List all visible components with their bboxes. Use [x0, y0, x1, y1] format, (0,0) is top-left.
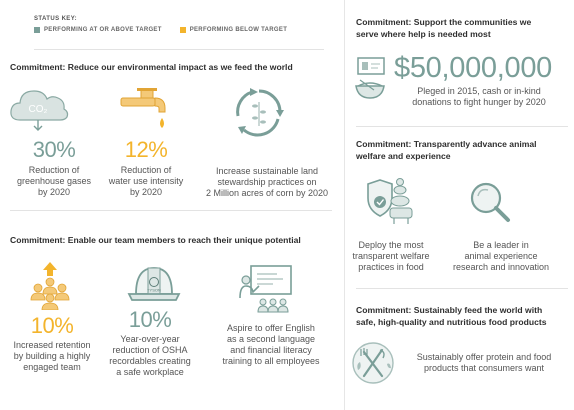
team-desc-3: Aspire to offer English as a second lang… [222, 323, 320, 366]
animals-shield-icon [354, 174, 418, 228]
environment-heading: Commitment: Reduce our environmental imp… [10, 62, 293, 72]
fork-knife-icon [350, 340, 396, 386]
on-target-swatch [34, 27, 40, 33]
environment-desc-3: Increase sustainable land stewardship pr… [205, 166, 329, 198]
team-desc-2: Year-over-year reduction of OSHA recorda… [109, 334, 191, 377]
hard-hat-text: TYSON [147, 288, 161, 293]
status-key-title: STATUS KEY: [34, 16, 78, 22]
divider [34, 49, 324, 50]
status-key: STATUS KEY: PERFORMING AT OR ABOVE TARGE… [34, 16, 287, 33]
environment-value-1: 30% [32, 137, 76, 162]
communities-desc: Pleged in 2015, cash or in-kind donation… [412, 86, 546, 107]
cloud-co2-icon: CO₂ [8, 82, 70, 134]
communities-heading: Commitment: Support the communities we s… [356, 17, 532, 39]
team-value-1: 10% [30, 313, 74, 338]
communities-amount: $50,000,000 [394, 52, 552, 84]
animal-welfare-heading: Commitment: Transparently advance animal… [356, 139, 537, 161]
status-key-below-target: PERFORMING BELOW TARGET [179, 27, 287, 33]
cloud-co2-text: CO₂ [29, 104, 48, 115]
team-value-2: 10% [128, 307, 172, 332]
status-key-on-target: PERFORMING AT OR ABOVE TARGET [34, 27, 162, 33]
below-target-swatch [179, 27, 186, 33]
environment-desc-2: Reduction of water use intensity by 2020 [108, 165, 184, 197]
environment-value-2: 12% [124, 137, 168, 162]
environment-desc-1: Reduction of greenhouse gases by 2020 [16, 165, 92, 197]
divider [356, 126, 568, 127]
animal-welfare-desc-2: Be a leader in animal experience researc… [452, 240, 550, 272]
people-arrow-icon [26, 260, 74, 310]
food-heading: Commitment: Sustainably feed the world w… [356, 305, 547, 327]
teacher-icon [237, 264, 297, 314]
animal-welfare-desc-1: Deploy the most transparent welfare prac… [352, 240, 430, 272]
team-heading: Commitment: Enable our team members to r… [10, 235, 301, 245]
divider [356, 288, 568, 289]
magnifier-icon [466, 178, 514, 226]
divider [10, 210, 332, 211]
donation-icon [352, 56, 388, 104]
hard-hat-icon: TYSON [126, 262, 182, 306]
food-desc: Sustainably offer protein and food produ… [416, 352, 552, 373]
faucet-icon [117, 86, 177, 136]
team-desc-1: Increased retention by building a highly… [13, 340, 91, 372]
right-panel [344, 0, 574, 410]
recycle-plant-icon [232, 86, 286, 140]
